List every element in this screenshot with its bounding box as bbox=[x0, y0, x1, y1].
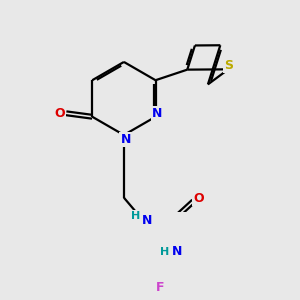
Text: N: N bbox=[152, 107, 163, 121]
Text: N: N bbox=[142, 214, 152, 227]
Text: O: O bbox=[55, 107, 65, 120]
Text: S: S bbox=[224, 59, 233, 72]
Text: F: F bbox=[156, 281, 164, 294]
Text: H: H bbox=[131, 211, 140, 221]
Text: O: O bbox=[194, 192, 204, 205]
Text: N: N bbox=[172, 245, 182, 258]
Text: N: N bbox=[121, 133, 131, 146]
Text: H: H bbox=[160, 247, 170, 256]
